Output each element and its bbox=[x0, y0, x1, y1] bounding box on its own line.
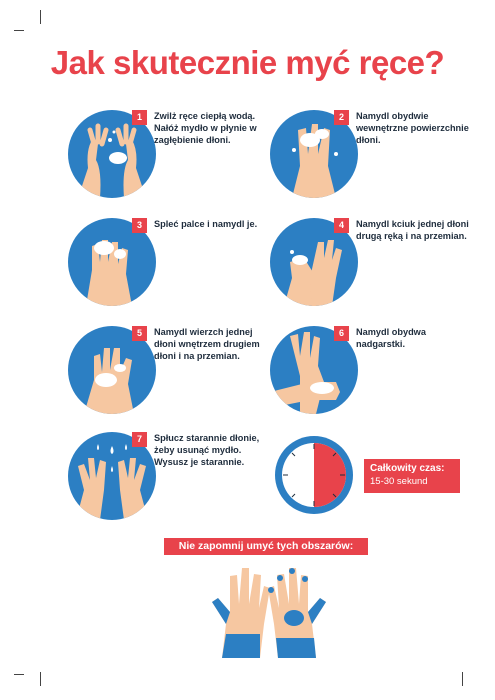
total-time-label: Całkowity czas: bbox=[370, 463, 445, 474]
step-1: 1 Zwilż ręce ciepłą wodą. Nałóż mydło w … bbox=[68, 110, 288, 206]
step-number: 4 bbox=[334, 218, 349, 233]
step-text: Spłucz starannie dłonie, żeby usunąć myd… bbox=[154, 433, 260, 467]
step-number: 1 bbox=[132, 110, 147, 125]
step-text: Namydl obydwie wewnętrzne powierzchnie d… bbox=[356, 111, 469, 145]
total-time-value: 15-30 sekund bbox=[370, 476, 428, 487]
step-6: 6 Namydl obydwa nadgarstki. bbox=[270, 326, 490, 422]
step-text: Namydl wierzch jednej dłoni wnętrzem dru… bbox=[154, 327, 260, 361]
reminder-banner: Nie zapomnij umyć tych obszarów: bbox=[164, 538, 368, 555]
step-number: 6 bbox=[334, 326, 349, 341]
page-title: Jak skutecznie myć ręce? bbox=[50, 44, 445, 81]
crop-mark bbox=[14, 674, 24, 675]
crop-mark bbox=[462, 672, 463, 686]
step-5: 5 Namydl wierzch jednej dłoni wnętrzem d… bbox=[68, 326, 288, 422]
rinsing-hands-icon bbox=[68, 432, 156, 520]
step-text: Spleć palce i namydl je. bbox=[154, 219, 258, 229]
step-4: 4 Namydl kciuk jednej dłoni drugą ręką i… bbox=[270, 218, 490, 314]
timer-section: Całkowity czas: 15-30 sekund bbox=[272, 433, 472, 514]
step-text: Zwilż ręce ciepłą wodą. Nałóż mydło w pł… bbox=[154, 111, 257, 145]
step-number: 3 bbox=[132, 218, 147, 233]
total-time-box: Całkowity czas: 15-30 sekund bbox=[364, 459, 460, 493]
crop-mark bbox=[40, 672, 41, 686]
step-number: 5 bbox=[132, 326, 147, 341]
step-number: 7 bbox=[132, 432, 147, 447]
step-text: Namydl kciuk jednej dłoni drugą ręką i n… bbox=[356, 219, 469, 241]
missed-areas-hands-icon bbox=[212, 568, 326, 658]
step-number: 2 bbox=[334, 110, 349, 125]
crop-mark bbox=[14, 30, 24, 31]
crop-mark bbox=[40, 10, 41, 24]
stopwatch-icon bbox=[275, 436, 353, 514]
step-2: 2 Namydl obydwie wewnętrzne powierzchnie… bbox=[270, 110, 490, 206]
step-7: 7 Spłucz starannie dłonie, żeby usunąć m… bbox=[68, 432, 288, 528]
step-3: 3 Spleć palce i namydl je. bbox=[68, 218, 288, 314]
step-text: Namydl obydwa nadgarstki. bbox=[356, 327, 426, 349]
